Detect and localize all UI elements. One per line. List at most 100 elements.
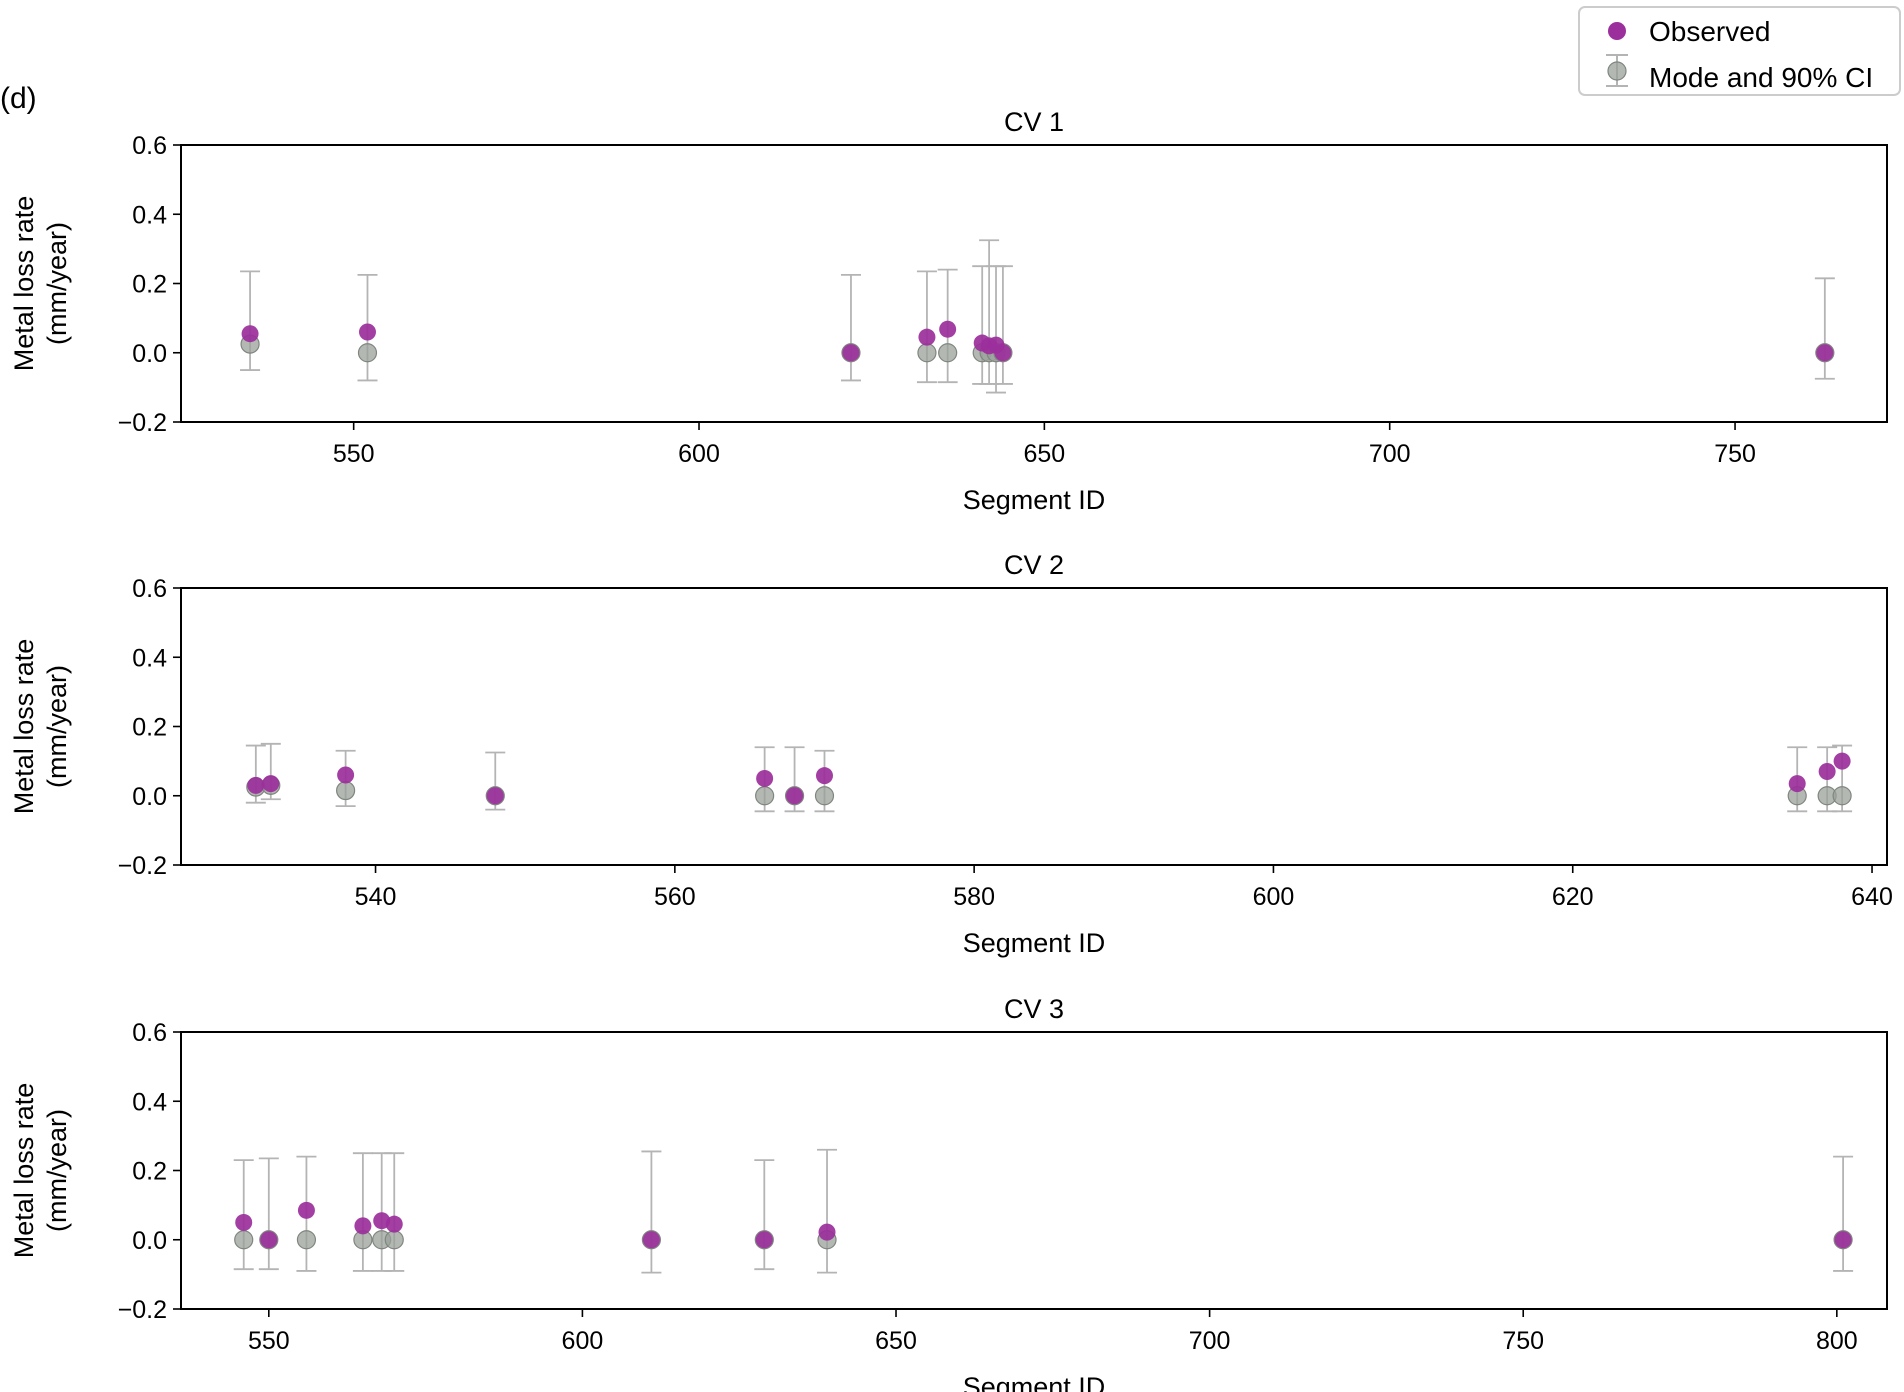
mode-point	[1832, 786, 1852, 806]
observed-point	[247, 776, 265, 794]
legend-mode-label: Mode and 90% CI	[1649, 62, 1873, 93]
mode-point	[384, 1230, 404, 1250]
y-axis-label-line2: (mm/year)	[42, 222, 72, 345]
mode-point	[755, 786, 775, 806]
y-tick-label: 0.0	[132, 1227, 167, 1255]
observed-point	[786, 787, 804, 805]
y-tick-label: 0.0	[132, 340, 167, 368]
y-axis-label-line1: Metal loss rate	[9, 1083, 39, 1259]
mode-ci-series	[245, 742, 1853, 813]
plot-frame	[180, 587, 1888, 866]
observed-point	[1818, 763, 1836, 781]
x-tick-label: 650	[875, 1327, 917, 1355]
panel-label: (d)	[0, 82, 37, 115]
observed-point	[939, 320, 957, 338]
observed-point	[842, 344, 860, 362]
x-tick-label: 700	[1369, 440, 1411, 468]
x-tick-label: 600	[1253, 883, 1295, 911]
x-axis-label: Segment ID	[963, 1372, 1106, 1392]
observed-point	[994, 344, 1012, 362]
observed-point	[241, 325, 259, 343]
y-tick-label: 0.4	[132, 1088, 167, 1116]
y-tick-label: −0.2	[118, 409, 167, 437]
plot-frame	[180, 144, 1888, 423]
observed-point	[385, 1215, 403, 1233]
observed-series	[241, 320, 1834, 362]
panels: CV 1 0.6 0.4 0.2 0.0 −0.2 550 600 650 700 750 Segme…	[9, 107, 1893, 1392]
y-axis-label: Metal loss rate (mm/year)	[9, 639, 72, 815]
observed-point	[642, 1231, 660, 1249]
observed-point	[358, 323, 376, 341]
x-tick-label: 550	[333, 440, 375, 468]
chart-title: CV 3	[1004, 994, 1064, 1024]
x-tick-label: 540	[355, 883, 397, 911]
legend-frame	[1578, 6, 1901, 96]
legend: Observed Mode and 90% CI	[1578, 6, 1901, 96]
observed-point	[297, 1201, 315, 1219]
x-tick-label: 750	[1714, 440, 1756, 468]
y-tick-label: 0.6	[132, 1019, 167, 1047]
x-tick-label: 600	[678, 440, 720, 468]
observed-point	[815, 767, 833, 785]
observed-point	[1834, 1231, 1852, 1249]
y-tick-label: 0.2	[132, 271, 167, 299]
mode-point	[336, 780, 356, 801]
y-tick-label: 0.4	[132, 201, 167, 229]
mode-point	[296, 1230, 317, 1250]
observed-point	[337, 766, 355, 784]
y-axis-label-line2: (mm/year)	[42, 1109, 72, 1232]
observed-point	[918, 328, 936, 346]
y-axis-label-line1: Metal loss rate	[9, 639, 39, 815]
observed-point	[1833, 752, 1851, 770]
legend-mode-marker	[1606, 54, 1628, 87]
x-tick-label: 550	[248, 1327, 290, 1355]
x-tick-label: 600	[562, 1327, 604, 1355]
mode-ci-series	[233, 1148, 1854, 1274]
legend-observed-marker	[1608, 22, 1626, 40]
observed-point	[262, 775, 280, 793]
chart-title: CV 2	[1004, 550, 1064, 580]
observed-point	[260, 1231, 278, 1249]
chart-panel-2: CV 2 0.6 0.4 0.2 0.0 −0.2 540 560 580 600 620 640 Se…	[9, 550, 1893, 958]
observed-point	[486, 787, 504, 805]
mode-point	[938, 343, 958, 363]
chart-title: CV 1	[1004, 107, 1064, 137]
y-tick-label: 0.2	[132, 714, 167, 742]
y-tick-label: 0.6	[132, 132, 167, 160]
x-tick-label: 800	[1816, 1327, 1858, 1355]
x-axis-label: Segment ID	[963, 485, 1106, 515]
chart-panel-3: CV 3 0.6 0.4 0.2 0.0 −0.2 550 600 650 700 750 800 Se…	[9, 994, 1888, 1392]
y-tick-label: 0.0	[132, 783, 167, 811]
observed-series	[247, 752, 1851, 805]
observed-point	[1816, 344, 1834, 362]
observed-series	[235, 1201, 1852, 1249]
x-tick-label: 700	[1189, 1327, 1231, 1355]
mode-point	[234, 1230, 254, 1250]
y-tick-label: 0.4	[132, 644, 167, 672]
x-tick-label: 620	[1552, 883, 1594, 911]
y-tick-label: −0.2	[118, 1296, 167, 1324]
observed-point	[354, 1217, 372, 1235]
x-tick-label: 650	[1024, 440, 1066, 468]
y-axis-label-line2: (mm/year)	[42, 665, 72, 788]
mode-ci-series	[240, 239, 1835, 394]
x-tick-label: 750	[1502, 1327, 1544, 1355]
observed-point	[756, 769, 774, 787]
y-axis-label: Metal loss rate (mm/year)	[9, 1083, 72, 1259]
x-tick-label: 560	[654, 883, 696, 911]
mode-point	[917, 343, 937, 363]
mode-point	[357, 343, 378, 363]
chart-panel-1: CV 1 0.6 0.4 0.2 0.0 −0.2 550 600 650 700 750 Segme…	[9, 107, 1888, 515]
y-tick-label: −0.2	[118, 852, 167, 880]
observed-point	[1788, 775, 1806, 793]
y-tick-label: 0.6	[132, 575, 167, 603]
observed-point	[818, 1223, 836, 1241]
x-tick-label: 640	[1851, 883, 1893, 911]
x-axis-label: Segment ID	[963, 928, 1106, 958]
observed-point	[755, 1231, 773, 1249]
y-axis-label: Metal loss rate (mm/year)	[9, 196, 72, 372]
x-tick-label: 580	[953, 883, 995, 911]
legend-observed-label: Observed	[1649, 16, 1770, 47]
y-tick-label: 0.2	[132, 1158, 167, 1186]
